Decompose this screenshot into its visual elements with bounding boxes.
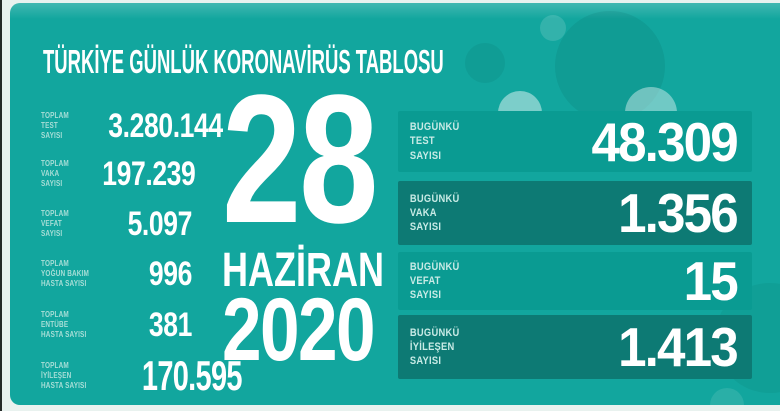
total-label-line: SAYISI: [41, 179, 63, 188]
total-label-line: TOPLAM: [41, 209, 69, 218]
page-title: TÜRKİYE GÜNLÜK KORONAVİRÜS TABLOSU: [43, 43, 444, 80]
total-label: TOPLAM İYİLEŞEN HASTA SAYISI: [41, 361, 86, 391]
daily-label: BUGÜNKÜ İYİLEŞEN SAYISI: [398, 326, 459, 369]
date-month: HAZİRAN: [222, 244, 384, 297]
daily-row-vaka: BUGÜNKÜ VAKA SAYISI 1.356: [398, 181, 752, 245]
daily-value: 48.309: [591, 110, 739, 173]
daily-label-line: TEST: [409, 135, 435, 148]
total-row-test: TOPLAM TEST SAYISI 3.280.144: [41, 103, 223, 149]
total-label-line: TOPLAM: [41, 159, 69, 168]
total-label-line: HASTA SAYISI: [41, 381, 87, 390]
total-row-iyilesen: TOPLAM İYİLEŞEN HASTA SAYISI 170.595: [41, 352, 243, 399]
total-row-yogun-bakim: TOPLAM YOĞUN BAKIM HASTA SAYISI 996: [41, 251, 192, 297]
daily-label-line: VEFAT: [409, 274, 441, 287]
screenshot-left-edge: [0, 0, 2, 411]
total-value: 197.239: [102, 154, 196, 193]
daily-label-line: BUGÜNKÜ: [409, 326, 460, 339]
total-label-line: TOPLAM: [41, 259, 69, 268]
daily-label: BUGÜNKÜ VAKA SAYISI: [398, 192, 459, 235]
total-label: TOPLAM VAKA SAYISI: [41, 159, 69, 189]
total-label: TOPLAM TEST SAYISI: [41, 111, 69, 141]
total-label-line: TOPLAM: [41, 111, 69, 120]
total-value: 5.097: [127, 204, 193, 243]
date-day: 28: [222, 56, 378, 261]
total-label: TOPLAM VEFAT SAYISI: [41, 209, 86, 239]
total-label-line: İYİLEŞEN: [41, 371, 72, 380]
daily-row-vefat: BUGÜNKÜ VEFAT SAYISI 15: [398, 250, 752, 312]
daily-label-line: BUGÜNKÜ: [409, 192, 460, 205]
total-row-entube: TOPLAM ENTÜBE HASTA SAYISI 381: [41, 302, 192, 348]
teal-panel: TÜRKİYE GÜNLÜK KORONAVİRÜS TABLOSU TOPLA…: [10, 3, 780, 405]
total-label-line: VEFAT: [41, 219, 62, 228]
total-row-vaka: TOPLAM VAKA SAYISI 197.239: [41, 151, 196, 197]
total-label-line: SAYISI: [41, 229, 63, 238]
daily-value: 1.356: [618, 182, 739, 244]
daily-label-line: SAYISI: [409, 355, 442, 368]
daily-row-iyilesen: BUGÜNKÜ İYİLEŞEN SAYISI 1.413: [398, 315, 752, 379]
daily-label-line: İYİLEŞEN: [409, 340, 455, 353]
total-label-line: YOĞUN BAKIM: [41, 269, 89, 278]
total-label-line: TEST: [41, 121, 58, 130]
virus-decoration: [555, 11, 665, 121]
daily-label-line: SAYISI: [409, 149, 442, 162]
total-value: 3.280.144: [108, 106, 223, 145]
total-value: 381: [148, 305, 192, 344]
daily-label-line: BUGÜNKÜ: [409, 121, 460, 134]
daily-row-test: BUGÜNKÜ TEST SAYISI 48.309: [398, 110, 752, 173]
total-label-line: HASTA SAYISI: [41, 330, 87, 339]
total-label-line: TOPLAM: [41, 310, 69, 319]
total-label-line: VAKA: [41, 169, 60, 178]
total-label-line: TOPLAM: [41, 361, 69, 370]
total-value: 996: [148, 254, 192, 293]
total-value: 170.595: [141, 352, 243, 399]
daily-label-line: BUGÜNKÜ: [409, 260, 460, 273]
daily-label: BUGÜNKÜ VEFAT SAYISI: [398, 260, 459, 303]
daily-label-line: SAYISI: [409, 221, 442, 234]
daily-value: 15: [683, 250, 739, 312]
daily-label-line: SAYISI: [409, 289, 442, 302]
total-label-line: ENTÜBE: [41, 320, 69, 329]
daily-value: 1.413: [618, 316, 739, 378]
daily-label: BUGÜNKÜ TEST SAYISI: [398, 120, 459, 163]
total-label-line: SAYISI: [41, 131, 63, 140]
total-row-vefat: TOPLAM VEFAT SAYISI 5.097: [41, 201, 192, 247]
virus-decoration: [540, 15, 566, 41]
total-label: TOPLAM ENTÜBE HASTA SAYISI: [41, 310, 86, 340]
daily-label-line: VAKA: [409, 206, 437, 219]
virus-decoration: [465, 43, 505, 83]
date-year: 2020: [222, 279, 376, 379]
total-label-line: HASTA SAYISI: [41, 279, 87, 288]
virus-decoration: [710, 388, 744, 405]
total-label: TOPLAM YOĞUN BAKIM HASTA SAYISI: [41, 259, 89, 289]
